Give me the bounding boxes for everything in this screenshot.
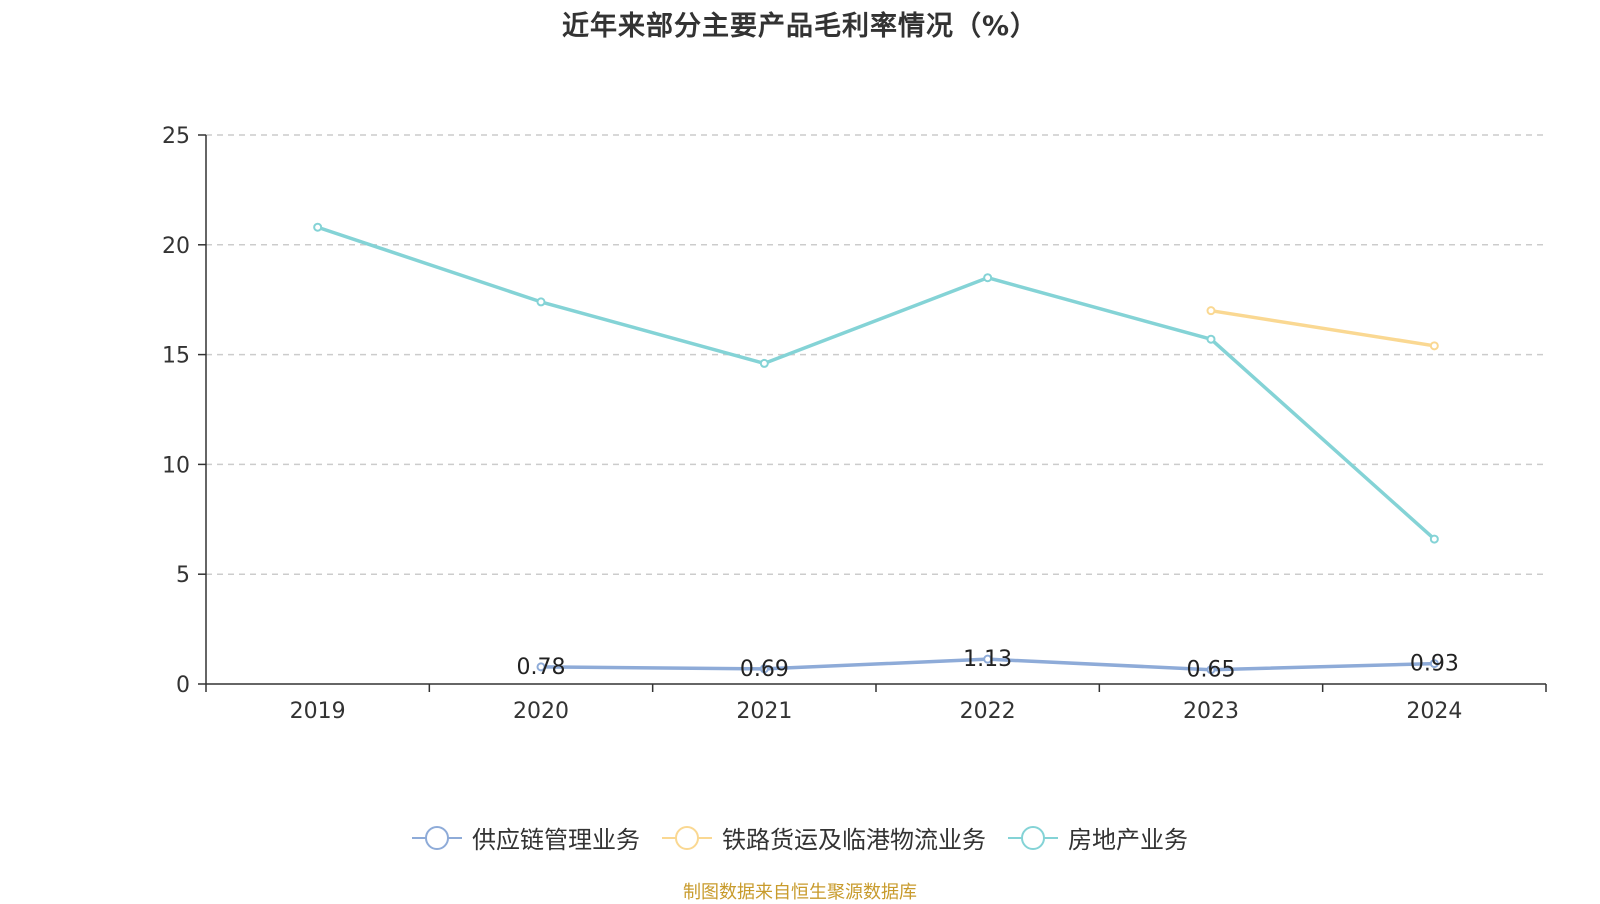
y-tick-label: 20 (162, 234, 190, 259)
y-tick-label: 25 (162, 124, 190, 149)
legend-label: 铁路货运及临港物流业务 (722, 826, 986, 854)
data-label: 1.13 (963, 647, 1012, 672)
data-label: 0.69 (740, 657, 789, 682)
x-tick-label: 2020 (513, 699, 569, 724)
series-0-point (759, 664, 769, 674)
series-line-1 (1209, 308, 1437, 348)
axes: 0 5 10 15 20 25 2019 2020 2021 2022 2023 2024 (162, 124, 1547, 724)
series-0-point (983, 654, 993, 664)
x-tick-label: 2024 (1406, 699, 1462, 724)
legend-item-1[interactable]: 铁路货运及临港物流业务 (662, 820, 986, 855)
series-2-point (1206, 334, 1216, 344)
series-1-point (1429, 341, 1439, 351)
y-tick-label: 10 (162, 453, 190, 478)
y-tick-label: 0 (176, 673, 190, 698)
legend-label: 供应链管理业务 (472, 826, 640, 854)
series-0-point (1429, 659, 1439, 669)
x-tick-label: 2023 (1183, 699, 1239, 724)
legend-swatch-icon (412, 825, 462, 850)
series-2-point (983, 273, 993, 283)
grid-lines (206, 134, 1546, 575)
data-label: 0.78 (517, 655, 566, 680)
x-tick-label: 2022 (960, 699, 1016, 724)
series-lines (313, 222, 1439, 675)
series-1-point (1206, 306, 1216, 316)
y-tick-label: 15 (162, 344, 190, 369)
source-note: 制图数据来自恒生聚源数据库 (683, 882, 917, 903)
data-label: 0.93 (1410, 652, 1459, 677)
legend-swatch-icon (1008, 825, 1058, 850)
series-2-point (1429, 534, 1439, 544)
series-0-point (536, 662, 546, 672)
series-line-2 (315, 225, 1437, 541)
legend-label: 房地产业务 (1068, 826, 1188, 854)
data-labels: 0.78 0.69 1.13 0.65 0.93 (517, 647, 1459, 683)
data-label: 0.65 (1187, 658, 1236, 683)
legend-item-0[interactable]: 供应链管理业务 (412, 820, 640, 855)
series-0-point (1206, 665, 1216, 675)
legend: 供应链管理业务 铁路货运及临港物流业务 房地产业务 (0, 820, 1600, 855)
x-tick-label: 2021 (736, 699, 792, 724)
series-2-point (536, 297, 546, 307)
series-2-point (313, 222, 323, 232)
chart-title: 近年来部分主要产品毛利率情况（%） (561, 11, 1039, 42)
legend-swatch-icon (662, 825, 712, 850)
legend-item-2[interactable]: 房地产业务 (1008, 820, 1188, 855)
y-tick-label: 5 (176, 563, 190, 588)
x-tick-label: 2019 (290, 699, 346, 724)
series-2-point (759, 358, 769, 368)
